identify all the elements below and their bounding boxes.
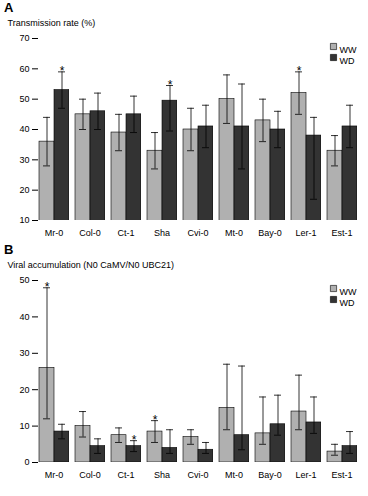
svg-text:Col-0: Col-0 [79,470,101,480]
svg-text:70: 70 [19,33,29,43]
svg-text:Ler-1: Ler-1 [295,228,316,238]
html-text:B: B [4,242,14,257]
svg-text:50: 50 [19,275,29,285]
svg-text:50: 50 [19,94,29,104]
svg-text:Bay-0: Bay-0 [258,228,282,238]
svg-text:Mt-0: Mt-0 [225,470,243,480]
svg-text:Mr-0: Mr-0 [45,228,64,238]
svg-text:Mr-0: Mr-0 [45,470,64,480]
html-text:A: A [4,0,14,15]
svg-text:Mt-0: Mt-0 [225,228,243,238]
svg-text:20: 20 [19,385,29,395]
svg-text:Ct-1: Ct-1 [117,228,134,238]
svg-text:WW: WW [340,45,357,55]
svg-text:30: 30 [19,155,29,165]
svg-text:Viral accumulation (N0 CaMV/N0: Viral accumulation (N0 CaMV/N0 UBC21) [8,260,174,270]
svg-text:10: 10 [19,421,29,431]
svg-text:Est-1: Est-1 [331,470,352,480]
svg-text:60: 60 [19,64,29,74]
svg-text:Ct-1: Ct-1 [117,470,134,480]
svg-text:Ler-1: Ler-1 [295,470,316,480]
svg-text:20: 20 [19,185,29,195]
svg-text:*: * [45,280,50,294]
svg-text:WD: WD [340,56,355,66]
svg-text:Col-0: Col-0 [79,228,101,238]
svg-text:40: 40 [19,312,29,322]
svg-text:10: 10 [19,215,29,225]
svg-text:*: * [153,413,158,427]
svg-text:Sha: Sha [154,228,170,238]
svg-text:Cvi-0: Cvi-0 [187,470,208,480]
svg-text:*: * [297,64,302,78]
svg-text:*: * [60,64,65,78]
svg-text:40: 40 [19,124,29,134]
svg-text:Cvi-0: Cvi-0 [187,228,208,238]
svg-text:WW: WW [340,287,357,297]
svg-text:Est-1: Est-1 [331,228,352,238]
svg-text:WD: WD [340,298,355,308]
svg-text:*: * [168,78,173,92]
svg-text:*: * [132,433,137,447]
svg-text:Bay-0: Bay-0 [258,470,282,480]
svg-text:Sha: Sha [154,470,170,480]
svg-text:30: 30 [19,348,29,358]
svg-text:Transmission rate (%): Transmission rate (%) [8,18,96,28]
svg-text:0: 0 [24,457,29,467]
